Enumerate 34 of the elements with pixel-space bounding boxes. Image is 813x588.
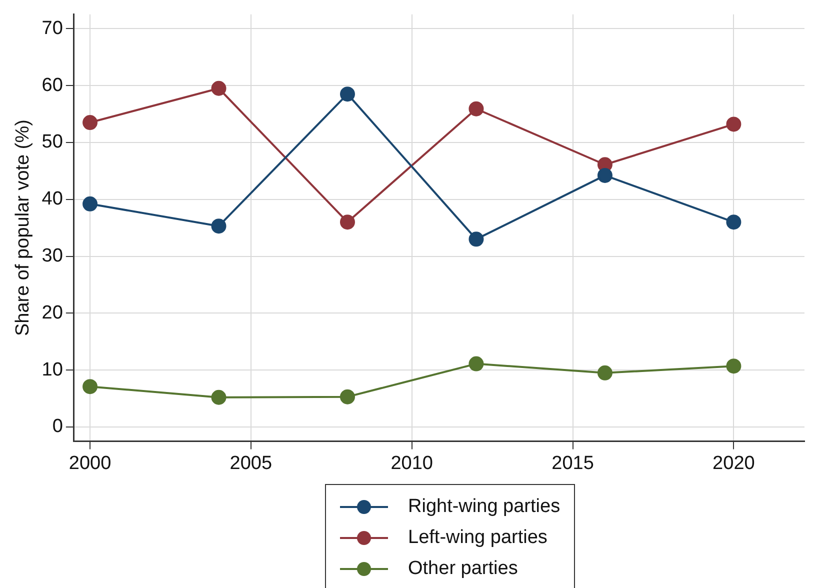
point — [211, 80, 226, 96]
y-tick-label: 40 — [42, 188, 63, 210]
point — [82, 196, 98, 212]
y-tick-label: 20 — [42, 302, 63, 324]
point — [82, 379, 98, 394]
y-tick-label: 10 — [42, 359, 63, 380]
y-tick-label: 60 — [42, 74, 63, 96]
x-tick-label: 2020 — [712, 452, 755, 474]
x-tick-label: 2010 — [390, 452, 433, 474]
point — [468, 101, 484, 116]
point — [340, 389, 355, 404]
point — [597, 168, 612, 183]
legend-label: Other parties — [408, 558, 518, 580]
x-tick-label: 2000 — [68, 452, 112, 474]
y-tick-label: 0 — [52, 416, 63, 438]
y-axis-title: Share of popular vote (%) — [12, 120, 34, 336]
point — [211, 390, 226, 405]
point — [726, 214, 742, 230]
legend-label: Left-wing parties — [408, 526, 548, 548]
point — [726, 116, 742, 132]
x-tick-label: 2005 — [230, 452, 272, 474]
point — [340, 214, 355, 230]
point — [468, 232, 484, 247]
y-tick-label: 70 — [42, 18, 63, 39]
point — [726, 358, 742, 374]
y-tick-label: 30 — [42, 245, 63, 266]
point — [468, 356, 484, 372]
point — [597, 365, 612, 380]
point — [82, 115, 98, 130]
point — [211, 218, 226, 234]
y-tick-label: 50 — [42, 132, 63, 153]
legend-label: Right-wing parties — [408, 496, 560, 518]
x-tick-label: 2015 — [552, 452, 594, 474]
point — [340, 86, 355, 102]
